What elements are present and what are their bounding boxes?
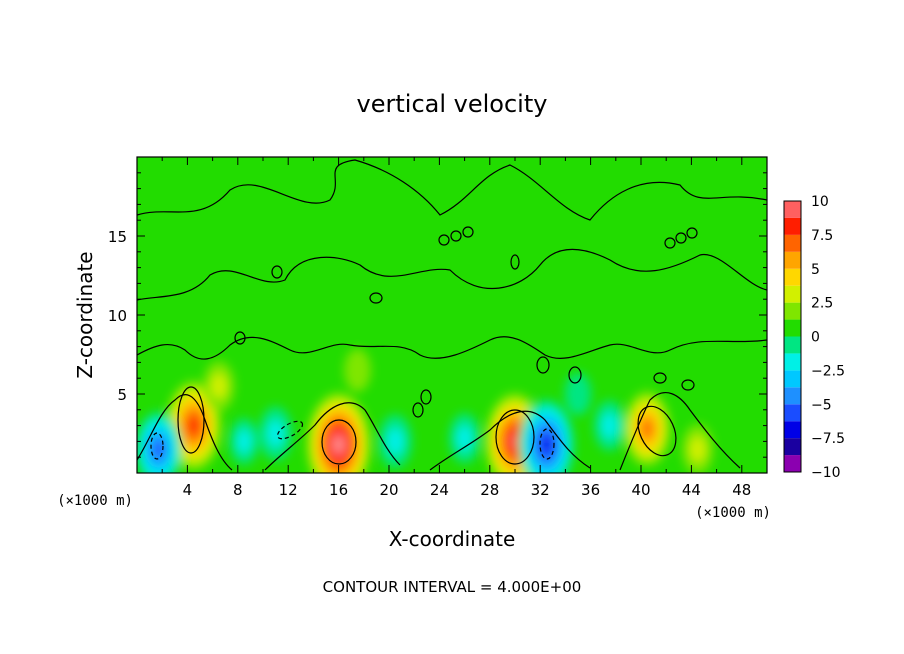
contour-line: [429, 410, 591, 471]
chart-title: vertical velocity: [357, 90, 548, 118]
contour-line: [462, 226, 474, 238]
contour-line: [271, 265, 283, 279]
contour-line: [495, 409, 535, 465]
colorbar-cell: [784, 353, 801, 371]
contour-line: [637, 405, 677, 457]
updraft-cell: [689, 436, 706, 462]
colorbar-cell: [784, 251, 801, 269]
y-tick-label: 5: [117, 386, 127, 404]
x-tick-label: 4: [183, 481, 193, 499]
downdraft-cell: [571, 383, 585, 405]
x-tick-label: 44: [682, 481, 701, 499]
x-tick-label: 12: [279, 481, 298, 499]
updraft-cell: [642, 421, 652, 437]
colorbar-cell: [784, 336, 801, 354]
contour-line: [321, 419, 357, 465]
colorbar-tick-label: 5: [811, 262, 820, 278]
contour-line: [369, 292, 383, 304]
x-tick-label: 24: [430, 481, 449, 499]
contour-lines: [137, 159, 767, 471]
colorbar-tick-label: −5: [811, 397, 832, 413]
updraft-cell: [189, 418, 199, 434]
contour-line: [653, 372, 667, 384]
x-tick-label: 28: [480, 481, 499, 499]
contour-line: [510, 254, 520, 270]
x-unit-left: (×1000 m): [57, 493, 133, 509]
colorbar-cell: [784, 302, 801, 320]
downdraft-cell: [601, 413, 618, 439]
colorbar-cell: [784, 438, 801, 456]
colorbar: 10 7.5 5 2.5 0 −2.5 −5 −7.5 −10: [783, 194, 845, 481]
colorbar-cell: [784, 455, 801, 472]
contour-line: [234, 331, 246, 345]
colorbar-tick-label: −2.5: [811, 363, 845, 379]
colorbar-cell: [784, 319, 801, 337]
downdraft-cell: [236, 429, 252, 453]
colorbar-tick-label: −10: [811, 465, 841, 481]
colorbar-tick-label: 10: [811, 194, 829, 210]
colorbar-ticks: 10 7.5 5 2.5 0 −2.5 −5 −7.5 −10: [811, 194, 845, 481]
contour-line: [450, 230, 462, 242]
x-unit-right: (×1000 m): [695, 505, 771, 521]
contour-line: [276, 420, 304, 440]
contour-line: [675, 232, 687, 244]
contour-line: [150, 432, 164, 460]
colorbar-cell: [784, 201, 801, 218]
contour-line: [412, 402, 424, 418]
colorbar-cell: [784, 421, 801, 439]
updraft-cell: [350, 359, 365, 381]
contour-line: [137, 248, 767, 301]
contour-line: [681, 379, 695, 391]
colorbar-frame: [783, 200, 802, 473]
updraft-cell: [334, 438, 343, 452]
downdraft-cell: [541, 437, 552, 453]
downdraft-cell: [387, 428, 404, 455]
x-tick-label: 36: [581, 481, 600, 499]
x-tick-label: 40: [631, 481, 650, 499]
contour-line: [177, 386, 205, 454]
y-tick-label: 15: [108, 228, 127, 246]
x-axis-label: X-coordinate: [389, 527, 516, 551]
colorbar-cell: [784, 370, 801, 388]
colorbar-cell: [784, 234, 801, 252]
contour-line: [264, 402, 401, 471]
colorbar-tick-label: −7.5: [811, 431, 845, 447]
colorbar-cell: [784, 268, 801, 286]
updraft-cell: [211, 373, 227, 399]
contour-line: [137, 159, 767, 221]
x-tick-label: 16: [329, 481, 348, 499]
x-axis: 4 8 12 16 20 24 28 32 36 40 44 48: [161, 157, 751, 499]
updraft-cell: [510, 434, 520, 449]
contour-line: [420, 389, 432, 405]
y-tick-label: 10: [108, 307, 127, 325]
colorbar-tick-label: 2.5: [811, 296, 833, 312]
y-axis-label: Z-coordinate: [73, 251, 97, 378]
contour-line: [438, 234, 450, 246]
contour-line: [137, 336, 767, 360]
y-axis: 5 10 15: [108, 172, 767, 458]
x-tick-label: 48: [732, 481, 751, 499]
contour-interval-note: CONTOUR INTERVAL = 4.000E+00: [323, 578, 582, 596]
contour-line: [137, 394, 233, 471]
colorbar-cell: [784, 404, 801, 422]
contour-line: [539, 428, 555, 460]
colorbar-tick-label: 0: [811, 330, 820, 346]
colorbar-tick-label: 7.5: [811, 228, 833, 244]
contour-line: [664, 237, 676, 249]
x-tick-label: 20: [379, 481, 398, 499]
x-tick-label: 32: [531, 481, 550, 499]
contour-line: [686, 227, 698, 239]
x-tick-label: 8: [233, 481, 243, 499]
downdraft-cell: [267, 420, 284, 447]
colorbar-cell: [784, 285, 801, 303]
colorbar-cell: [784, 387, 801, 405]
colorbar-cell: [784, 217, 801, 235]
downdraft-cell: [153, 441, 164, 457]
contour-line: [568, 366, 582, 384]
contour-line: [536, 356, 550, 374]
contour-line: [619, 392, 741, 471]
colorbar-cells: [784, 201, 801, 472]
